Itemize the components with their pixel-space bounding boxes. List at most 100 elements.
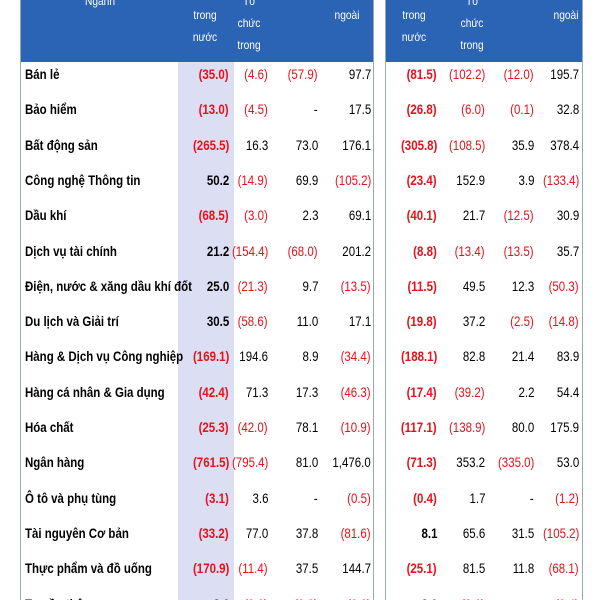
value-cell: (795.4) — [231, 454, 268, 471]
value-cell: (170.9) — [192, 560, 229, 577]
row-label: Bất động sản — [25, 136, 98, 153]
value-cell: (154.4) — [231, 242, 268, 259]
row-label: Ngân hàng — [25, 454, 85, 471]
divider — [582, 0, 583, 600]
value-cell: 353.2 — [456, 454, 485, 471]
value-cell: 81.5 — [462, 560, 485, 577]
value-cell: (3.0) — [244, 207, 268, 224]
value-cell: (2.6) — [461, 596, 485, 600]
value-cell: 21.4 — [511, 348, 534, 365]
value-cell: 53.0 — [556, 454, 579, 471]
value-cell: 73.0 — [295, 136, 318, 153]
value-cell: 65.6 — [462, 524, 485, 541]
value-cell: 11.8 — [512, 560, 534, 577]
value-cell: (40.1) — [407, 207, 437, 224]
value-cell: (50.3) — [549, 277, 579, 294]
header-band — [386, 0, 582, 62]
value-cell: 8.1 — [421, 524, 437, 541]
row-label: Hàng cá nhân & Gia dụng — [25, 383, 165, 400]
value-cell: 50.2 — [206, 171, 229, 188]
divider — [373, 0, 374, 600]
value-cell: (12.0) — [504, 66, 534, 82]
header-cell: Tự doanh — [490, 0, 538, 4]
value-cell: (71.3) — [407, 454, 437, 471]
value-cell: 37.5 — [295, 560, 318, 577]
value-cell: 83.9 — [556, 348, 579, 365]
value-cell: (13.0) — [199, 101, 229, 118]
value-cell: (11.4) — [238, 560, 268, 577]
row-label: Hóa chất — [25, 419, 74, 435]
value-cell: 144.7 — [342, 560, 371, 577]
value-cell: (3.1) — [205, 489, 229, 506]
value-cell: (14.8) — [549, 313, 579, 330]
value-cell: 21.7 — [462, 207, 485, 224]
value-cell: 35.9 — [511, 136, 534, 153]
value-cell: 194.6 — [239, 348, 268, 365]
value-cell: 37.2 — [462, 313, 485, 330]
value-cell: (108.5) — [448, 136, 485, 153]
value-cell: (1.2) — [555, 489, 579, 506]
header-cell: Tự doanh — [271, 0, 319, 4]
value-cell: 31.5 — [511, 524, 534, 541]
value-cell: (188.1) — [400, 348, 437, 365]
value-cell: (0.5) — [347, 489, 371, 506]
value-cell: 54.4 — [556, 383, 579, 400]
divider — [385, 0, 386, 600]
value-cell: 37.8 — [295, 524, 318, 541]
value-cell: 25.0 — [206, 277, 229, 294]
value-cell: 3.0 — [213, 596, 229, 600]
value-cell: (265.5) — [192, 136, 229, 153]
row-label: Tài nguyên Cơ bản — [25, 524, 129, 541]
value-cell: (12.5) — [504, 207, 534, 224]
value-cell: 2.2 — [518, 383, 534, 400]
value-cell: 78.1 — [295, 419, 318, 435]
value-cell: 2.3 — [302, 207, 318, 224]
row-label: Hàng & Dịch vụ Công nghiệp — [25, 348, 184, 365]
value-cell: 17.1 — [348, 313, 371, 330]
value-cell: (46.3) — [341, 383, 371, 400]
row-label: Dịch vụ tài chính — [25, 242, 117, 259]
value-cell: 378.4 — [550, 136, 579, 153]
value-cell: 77.0 — [245, 524, 268, 541]
value-cell: 1,476.0 — [332, 454, 371, 471]
value-cell: 81.0 — [295, 454, 318, 471]
value-cell: (26.8) — [407, 101, 437, 118]
value-cell: - — [314, 101, 318, 118]
header-band — [20, 0, 373, 62]
value-cell: 21.2 — [206, 242, 229, 259]
value-cell: (68.1) — [549, 560, 579, 577]
value-cell: 71.3 — [245, 383, 268, 400]
value-cell: (0.4) — [413, 489, 437, 506]
value-cell: (133.4) — [542, 171, 579, 188]
highlight-column — [178, 62, 234, 600]
value-cell: (13.5) — [341, 277, 371, 294]
value-cell: 12.3 — [511, 277, 534, 294]
row-label: Dầu khí — [25, 207, 67, 224]
value-cell: (0.0) — [294, 596, 318, 600]
value-cell: 152.9 — [456, 171, 485, 188]
value-cell: (0.4) — [555, 596, 579, 600]
value-cell: 69.9 — [295, 171, 318, 188]
value-cell: (81.5) — [407, 66, 437, 82]
value-cell: 8.9 — [302, 348, 318, 365]
value-cell: 11.0 — [296, 313, 318, 330]
header-cell: Cá nhân trong nước — [401, 8, 427, 44]
header-cell: Nước ngoài — [334, 8, 360, 22]
value-cell: (138.9) — [448, 419, 485, 435]
value-cell: (6.0) — [461, 101, 485, 118]
value-cell: (42.4) — [199, 383, 229, 400]
value-cell: 176.1 — [342, 136, 371, 153]
value-cell: 195.7 — [550, 66, 579, 82]
value-cell: - — [530, 596, 534, 600]
value-cell: (57.9) — [288, 66, 318, 82]
header-cell: Cá nhân trong nước — [192, 8, 218, 44]
value-cell: 49.5 — [462, 277, 485, 294]
value-cell: 97.7 — [348, 66, 371, 82]
value-cell: (42.0) — [238, 419, 268, 435]
header-cell: Ngành — [84, 0, 116, 8]
value-cell: (33.2) — [199, 524, 229, 541]
value-cell: (14.9) — [238, 171, 268, 188]
value-cell: (105.2) — [542, 524, 579, 541]
value-cell: 175.9 — [550, 419, 579, 435]
header-cell: Tổ chức trong nước — [236, 0, 262, 74]
